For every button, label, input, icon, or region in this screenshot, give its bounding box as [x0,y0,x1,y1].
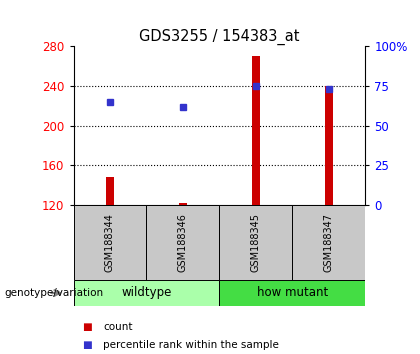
Text: count: count [103,322,132,332]
Bar [74,205,147,280]
Bar [252,56,260,205]
Text: wildtype: wildtype [121,286,172,299]
Bar [106,177,114,205]
Title: GDS3255 / 154383_at: GDS3255 / 154383_at [139,28,300,45]
Bar [147,205,220,280]
Bar [220,280,365,306]
Text: ■: ■ [82,340,92,350]
Bar [179,203,186,205]
Bar [325,86,333,205]
Text: how mutant: how mutant [257,286,328,299]
Bar [220,205,292,280]
Bar [292,205,365,280]
Text: percentile rank within the sample: percentile rank within the sample [103,340,279,350]
Text: GSM188346: GSM188346 [178,213,188,272]
Text: genotype/variation: genotype/variation [4,288,103,298]
Text: GSM188347: GSM188347 [324,213,334,272]
Text: ■: ■ [82,322,92,332]
Text: GSM188345: GSM188345 [251,213,261,272]
Text: GSM188344: GSM188344 [105,213,115,272]
Bar [74,280,220,306]
